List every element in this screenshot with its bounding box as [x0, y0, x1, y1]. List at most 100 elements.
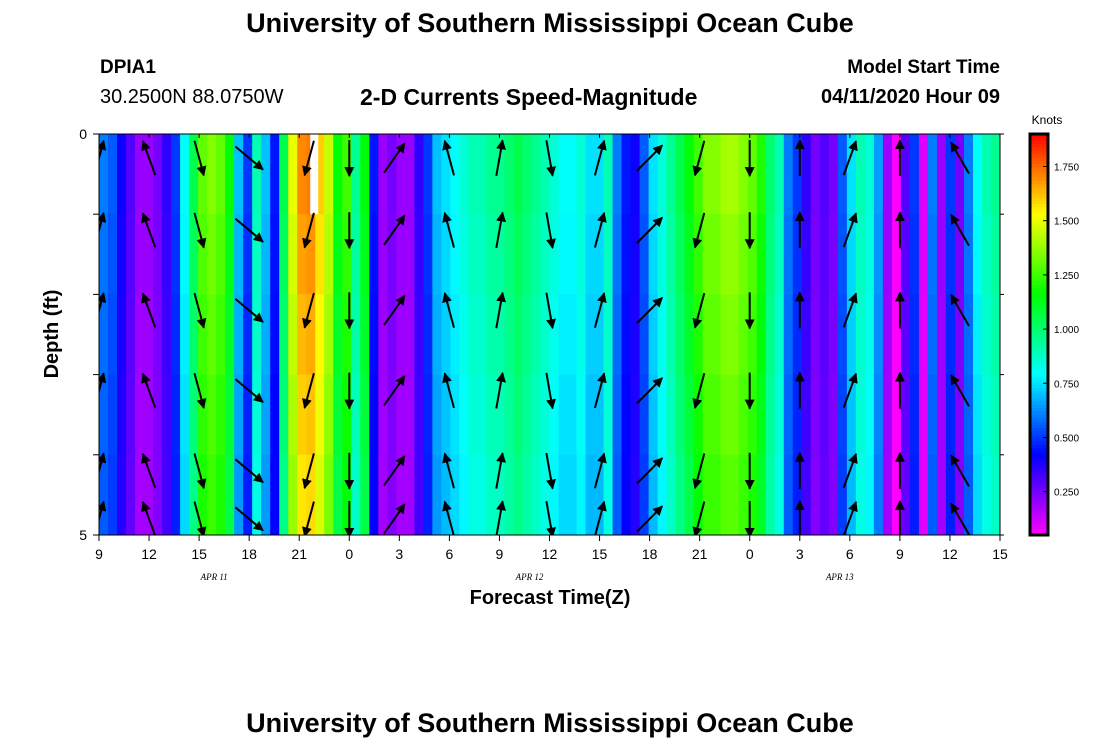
heatmap-cell: [441, 214, 451, 295]
colorbar-tick-label: 1.250: [1054, 271, 1079, 282]
colorbar-step: [1030, 227, 1048, 232]
heatmap-cell: [360, 134, 370, 215]
heatmap-cell: [738, 134, 749, 215]
colorbar-step: [1030, 468, 1048, 473]
heatmap-cell: [900, 454, 911, 535]
colorbar-step: [1030, 438, 1048, 443]
heatmap-cell: [531, 134, 542, 215]
heatmap-cell: [990, 214, 1000, 295]
current-vector: [692, 453, 706, 490]
heatmap-cell: [198, 214, 208, 295]
heatmap-cell: [675, 214, 686, 295]
heatmap-cell: [927, 294, 938, 376]
colorbar-step: [1030, 391, 1048, 396]
colorbar-step: [1030, 150, 1048, 155]
heatmap-cell: [171, 374, 181, 456]
heatmap-cell: [837, 134, 848, 215]
heatmap-cell: [711, 454, 722, 535]
heatmap-cell: [432, 294, 442, 376]
current-vector: [99, 500, 107, 523]
colorbar-step: [1030, 234, 1048, 239]
current-vector: [692, 212, 706, 249]
heatmap-cell: [450, 214, 460, 295]
colorbar-step: [1030, 521, 1048, 526]
colorbar-step: [1030, 170, 1048, 175]
current-vector: [99, 211, 107, 235]
heatmap-cell: [621, 374, 632, 456]
heatmap-cell: [558, 294, 569, 376]
heatmap-cell: [459, 134, 470, 215]
heatmap-cell: [765, 454, 776, 535]
heatmap-cell: [675, 294, 686, 376]
colorbar-step: [1030, 428, 1048, 433]
colorbar-step: [1030, 434, 1048, 439]
heatmap-cell: [819, 294, 830, 376]
heatmap-cell: [423, 374, 433, 456]
colorbar-step: [1030, 414, 1048, 419]
heatmap-cell: [810, 214, 821, 295]
heatmap-cell: [441, 374, 451, 456]
x-tick-label: 9: [896, 546, 904, 562]
x-tick-label: 6: [846, 546, 854, 562]
heatmap-cell: [108, 134, 118, 215]
heatmap-cell: [882, 294, 893, 376]
colorbar-tick-label: 0.500: [1054, 433, 1079, 444]
heatmap-cell: [801, 214, 812, 295]
x-tick-label: 18: [241, 546, 257, 562]
heatmap-cell: [981, 374, 992, 456]
heatmap-cell: [279, 294, 289, 376]
heatmap-cell: [477, 294, 488, 376]
heatmap-cell: [378, 214, 388, 295]
heatmap-cell: [747, 294, 758, 376]
heatmap-cell: [189, 214, 199, 295]
colorbar-step: [1030, 267, 1048, 272]
colorbar-step: [1030, 454, 1048, 459]
colorbar-step: [1030, 484, 1048, 489]
heatmap-cell: [630, 134, 641, 215]
heatmap-cell: [441, 294, 451, 376]
heatmap-cell: [711, 134, 722, 215]
heatmap-cell: [828, 454, 839, 535]
heatmap-cell: [189, 134, 199, 215]
heatmap-cell: [918, 134, 929, 215]
date-label: APR 12: [515, 572, 544, 582]
colorbar-step: [1030, 381, 1048, 386]
heatmap-cell: [135, 294, 145, 376]
heatmap-cell: [657, 294, 668, 376]
heatmap-cell: [963, 134, 974, 215]
colorbar-frame: [1028, 132, 1050, 537]
colorbar-step: [1030, 408, 1048, 412]
heatmap-cell: [585, 374, 596, 456]
heatmap-cell: [594, 374, 605, 456]
heatmap-cell: [162, 134, 172, 215]
colorbar-step: [1030, 464, 1048, 469]
current-vector: [495, 371, 506, 409]
colorbar-step: [1030, 210, 1048, 215]
heatmap-cell: [783, 374, 794, 456]
current-vector: [593, 452, 607, 489]
colorbar: 1.750 1.500 1.250 1.000 0.750 0.500 0.250: [1028, 132, 1079, 537]
heatmap-cell: [612, 454, 623, 535]
heatmap-cell: [126, 134, 136, 215]
colorbar-step: [1030, 164, 1048, 169]
current-vector: [141, 452, 157, 489]
heatmap-cell: [387, 214, 397, 295]
heatmap-cell: [675, 454, 686, 535]
current-vector: [692, 501, 706, 535]
heatmap-cell: [153, 214, 163, 295]
heatmap-cell: [144, 454, 154, 535]
heatmap-cell: [729, 134, 740, 215]
heatmap-cell: [351, 134, 361, 215]
colorbar-step: [1030, 180, 1048, 185]
heatmap-cell: [504, 454, 515, 535]
heatmap-cell: [855, 374, 866, 456]
colorbar-step: [1030, 374, 1048, 379]
current-vector: [99, 452, 107, 475]
heatmap-cell: [144, 294, 154, 376]
heatmap-cell: [639, 134, 650, 215]
heatmap-cell: [648, 134, 659, 215]
heatmap-cell: [216, 294, 226, 376]
heatmap-cell: [288, 134, 298, 215]
heatmap-cell: [450, 134, 460, 215]
heatmap-cell: [936, 294, 947, 376]
